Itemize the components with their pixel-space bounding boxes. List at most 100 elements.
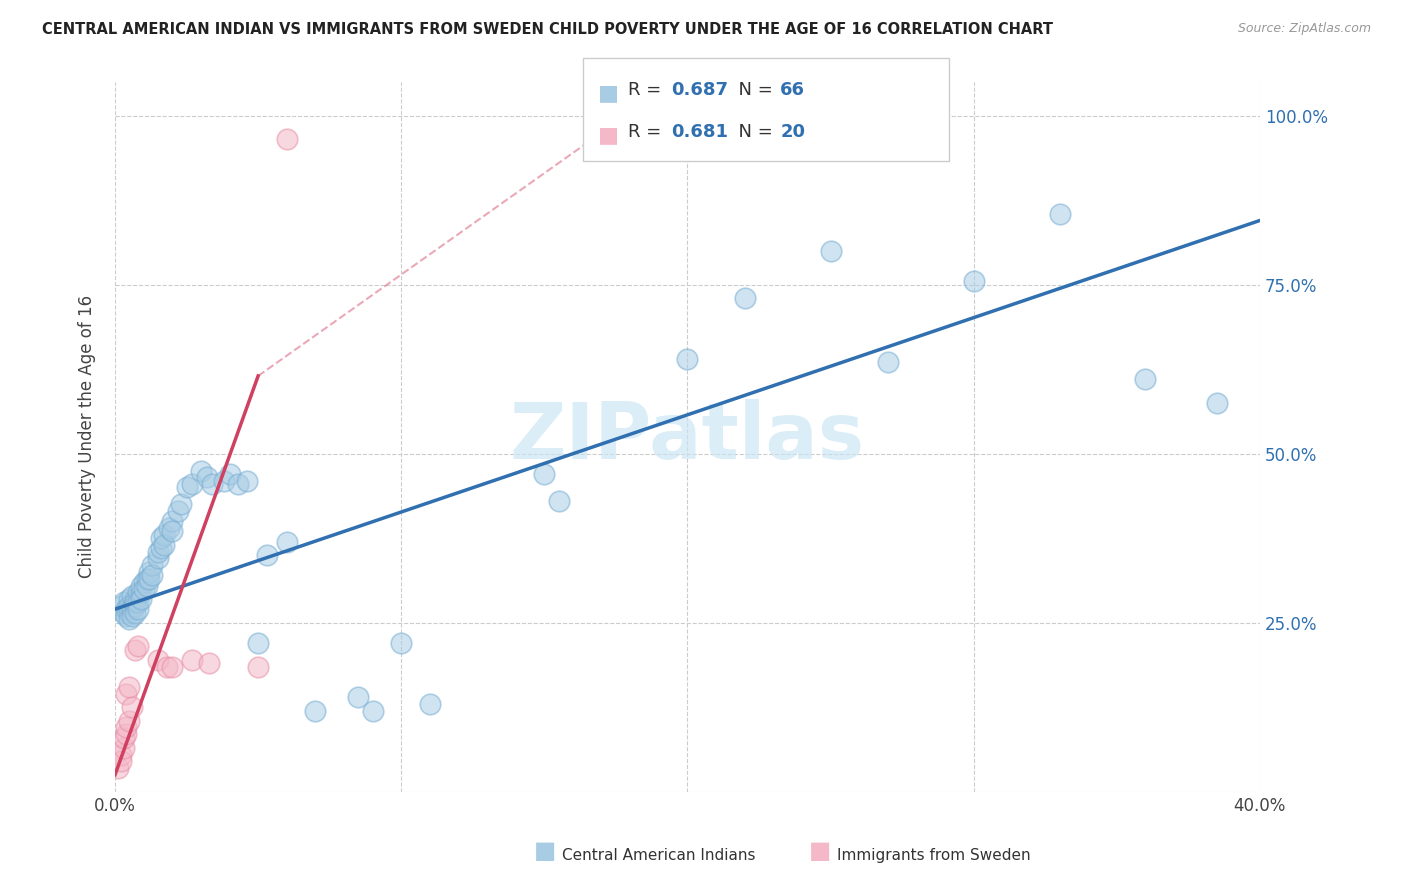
- Point: [138, 572, 160, 586]
- Point: [132, 582, 155, 596]
- Point: [127, 640, 149, 654]
- Point: [115, 602, 138, 616]
- Y-axis label: Child Poverty Under the Age of 16: Child Poverty Under the Age of 16: [79, 295, 96, 578]
- Point: [198, 657, 221, 671]
- Point: [676, 352, 699, 367]
- Text: R =: R =: [628, 81, 668, 99]
- Point: [129, 585, 152, 599]
- Point: [256, 548, 278, 562]
- Point: [157, 521, 180, 535]
- Point: [247, 636, 270, 650]
- Point: [121, 599, 143, 613]
- Text: Immigrants from Sweden: Immigrants from Sweden: [837, 848, 1031, 863]
- Point: [121, 700, 143, 714]
- Point: [162, 514, 184, 528]
- Point: [118, 592, 141, 607]
- Point: [124, 606, 146, 620]
- Point: [129, 578, 152, 592]
- Point: [181, 477, 204, 491]
- Point: [162, 524, 184, 539]
- Point: [389, 636, 412, 650]
- Point: [121, 589, 143, 603]
- Text: R =: R =: [628, 123, 668, 141]
- Point: [876, 355, 898, 369]
- Point: [1206, 396, 1229, 410]
- Point: [170, 497, 193, 511]
- Point: [127, 595, 149, 609]
- Point: [135, 578, 157, 592]
- Point: [181, 653, 204, 667]
- Point: [152, 538, 174, 552]
- Point: [167, 504, 190, 518]
- Point: [276, 132, 298, 146]
- Point: [115, 721, 138, 735]
- Point: [247, 659, 270, 673]
- Point: [110, 599, 132, 613]
- Text: N =: N =: [727, 123, 779, 141]
- Text: 0.687: 0.687: [671, 81, 728, 99]
- Point: [112, 740, 135, 755]
- Point: [121, 609, 143, 624]
- Point: [1049, 207, 1071, 221]
- Text: Central American Indians: Central American Indians: [562, 848, 756, 863]
- Point: [115, 687, 138, 701]
- Text: N =: N =: [727, 81, 779, 99]
- Point: [121, 602, 143, 616]
- Point: [110, 747, 132, 762]
- Point: [112, 606, 135, 620]
- Point: [201, 477, 224, 491]
- Point: [963, 274, 986, 288]
- Text: Source: ZipAtlas.com: Source: ZipAtlas.com: [1237, 22, 1371, 36]
- Point: [124, 592, 146, 607]
- Point: [361, 704, 384, 718]
- Point: [226, 477, 249, 491]
- Point: [141, 568, 163, 582]
- Point: [149, 541, 172, 556]
- Point: [734, 291, 756, 305]
- Point: [190, 464, 212, 478]
- Point: [115, 609, 138, 624]
- Point: [547, 494, 569, 508]
- Text: ■: ■: [534, 839, 557, 863]
- Point: [138, 565, 160, 579]
- Point: [304, 704, 326, 718]
- Point: [212, 474, 235, 488]
- Point: [347, 690, 370, 704]
- Point: [195, 470, 218, 484]
- Point: [149, 531, 172, 545]
- Point: [152, 528, 174, 542]
- Point: [118, 714, 141, 728]
- Point: [419, 697, 441, 711]
- Point: [155, 659, 177, 673]
- Text: 66: 66: [780, 81, 806, 99]
- Text: ■: ■: [598, 83, 619, 103]
- Point: [118, 612, 141, 626]
- Point: [112, 731, 135, 745]
- Text: ZIPatlas: ZIPatlas: [510, 399, 865, 475]
- Text: 0.681: 0.681: [671, 123, 728, 141]
- Point: [820, 244, 842, 258]
- Point: [132, 575, 155, 590]
- Point: [276, 534, 298, 549]
- Point: [141, 558, 163, 573]
- Point: [118, 606, 141, 620]
- Point: [235, 474, 257, 488]
- Text: 20: 20: [780, 123, 806, 141]
- Point: [146, 551, 169, 566]
- Point: [1135, 372, 1157, 386]
- Point: [107, 761, 129, 775]
- Point: [118, 599, 141, 613]
- Point: [176, 481, 198, 495]
- Point: [533, 467, 555, 481]
- Point: [124, 595, 146, 609]
- Point: [162, 659, 184, 673]
- Point: [146, 545, 169, 559]
- Text: ■: ■: [808, 839, 831, 863]
- Point: [110, 754, 132, 768]
- Point: [112, 595, 135, 609]
- Point: [124, 599, 146, 613]
- Point: [127, 602, 149, 616]
- Text: CENTRAL AMERICAN INDIAN VS IMMIGRANTS FROM SWEDEN CHILD POVERTY UNDER THE AGE OF: CENTRAL AMERICAN INDIAN VS IMMIGRANTS FR…: [42, 22, 1053, 37]
- Point: [127, 585, 149, 599]
- Point: [115, 727, 138, 741]
